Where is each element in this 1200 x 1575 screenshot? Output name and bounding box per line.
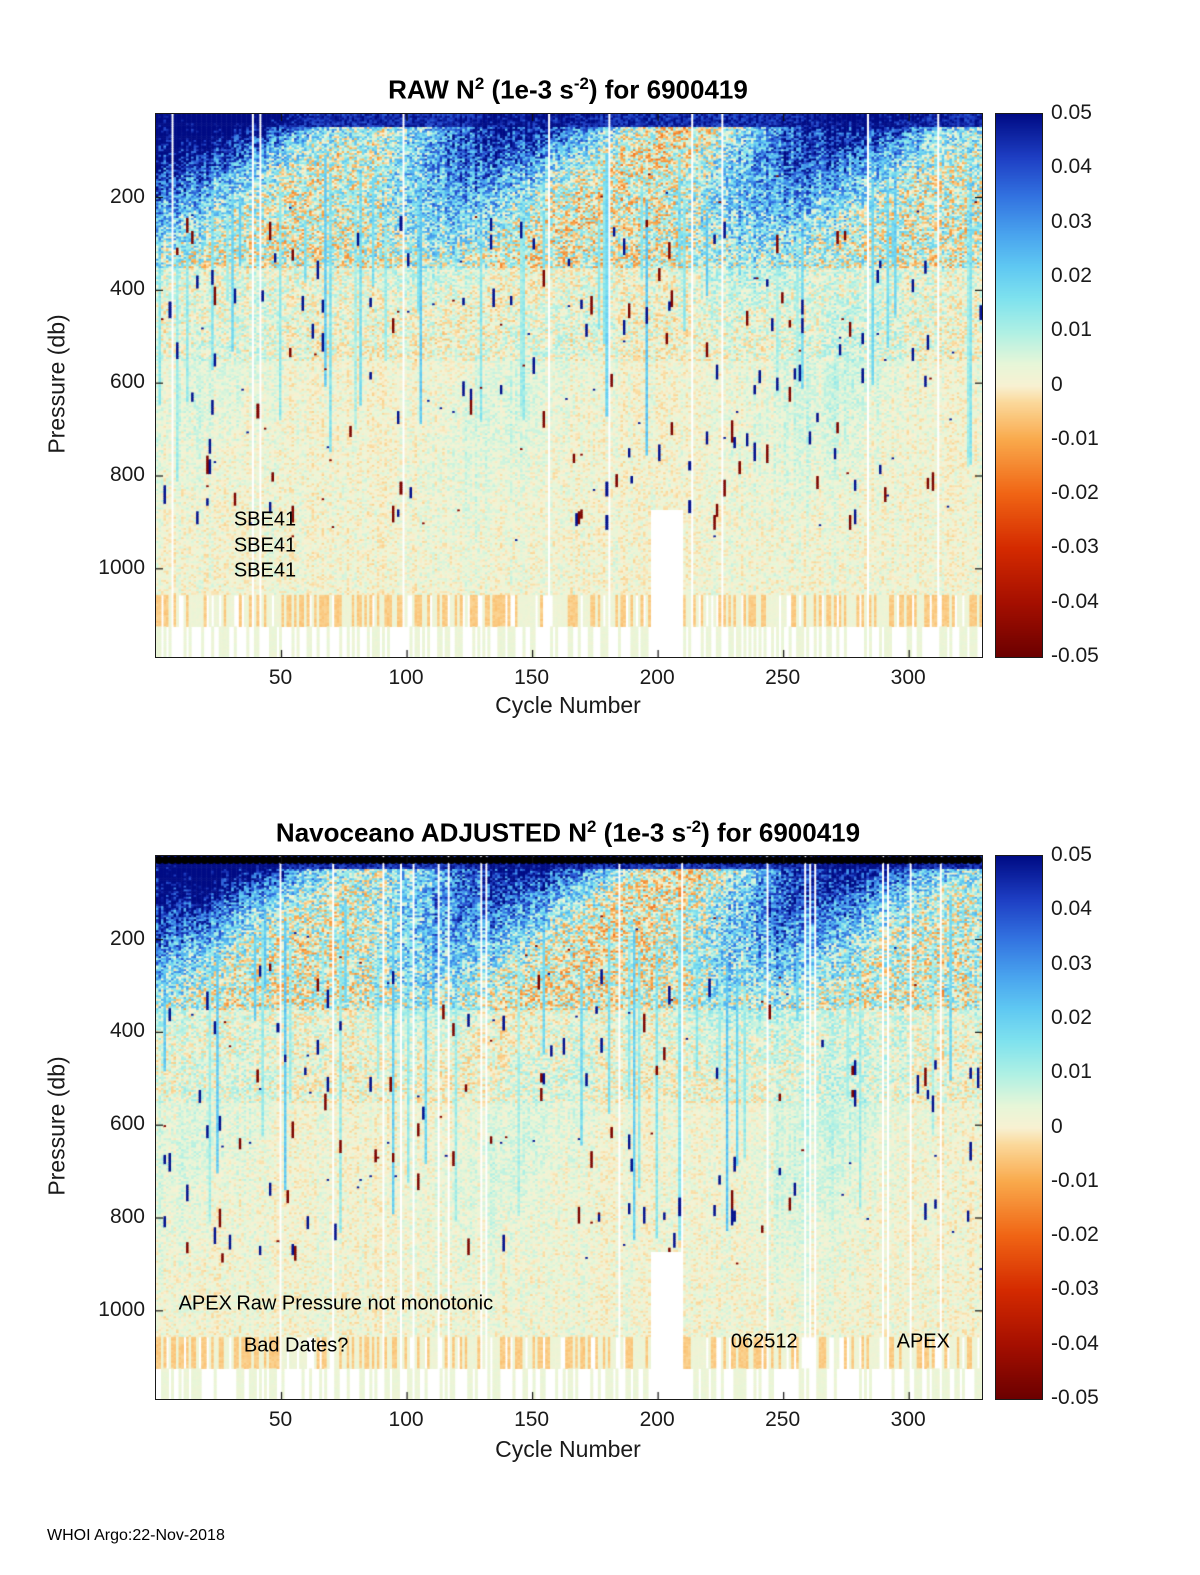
title-text: RAW N [388,74,475,105]
x-tick-label: 250 [765,666,801,689]
x-tick-label: 50 [268,666,293,689]
colorbar-tick-label: -0.03 [1051,1277,1099,1301]
plot-annotation: 062512 [730,1330,798,1353]
title-text: ) for 6900419 [701,817,861,848]
raw-plot-title: RAW N2 (1e-3 s-2) for 6900419 [155,74,981,106]
x-tick-label: 50 [268,1408,293,1431]
colorbar-tick-label: -0.05 [1051,1386,1099,1409]
x-tick-label: 300 [890,1408,926,1431]
title-superscript: 2 [587,817,597,836]
adjusted-x-axis-label: Cycle Number [495,1436,641,1462]
colorbar-tick-label: 0.04 [1051,897,1092,921]
adjusted-colorbar [995,855,1043,1400]
title-superscript: 2 [474,74,485,93]
y-tick-label: 1000 [98,555,145,579]
raw-heatmap-canvas [156,114,982,657]
x-tick-label: 100 [388,666,424,689]
y-tick-label: 400 [109,1019,145,1043]
title-text: (1e-3 s [484,74,574,105]
colorbar-tick-label: 0 [1051,1114,1063,1138]
title-text: ) for 6900419 [588,74,748,105]
title-text: Navoceano ADJUSTED N [275,817,588,848]
colorbar-tick-label: -0.04 [1051,1331,1099,1355]
colorbar-tick-label: 0.03 [1051,209,1092,233]
colorbar-tick-label: -0.04 [1051,589,1099,613]
colorbar-tick-label: -0.03 [1051,535,1099,559]
x-tick-label: 150 [514,666,550,689]
plot-annotation: APEX [896,1330,950,1353]
x-tick-label: 200 [639,1408,675,1431]
plot-annotation: APEX [178,1292,232,1315]
raw-x-axis-label: Cycle Number [495,692,641,718]
y-tick-label: 800 [109,463,145,486]
raw-heatmap-plot: SBE41 SBE41 SBE41 [155,113,983,658]
colorbar-tick-label: 0.05 [1051,843,1092,866]
colorbar-tick-label: -0.01 [1051,1168,1099,1192]
colorbar-tick-label: -0.01 [1051,426,1099,450]
adjusted-plot-annotations: APEX Raw Pressure not monotonic Bad Dates?… [156,856,982,1399]
title-superscript: -2 [573,74,589,93]
colorbar-tick-label: 0.01 [1051,318,1092,342]
adjusted-heatmap-canvas [156,856,982,1399]
x-tick-label: 300 [890,666,926,689]
x-tick-label: 200 [639,666,675,689]
colorbar-tick-label: 0.05 [1051,101,1092,124]
colorbar-tick-label: 0.04 [1051,155,1092,179]
plot-annotation: SBE41 [233,559,297,582]
plot-annotation: Bad Dates? [243,1334,349,1357]
y-tick-label: 600 [109,370,145,394]
provenance-footer: WHOI Argo:22-Nov-2018 [47,1527,225,1544]
plot-annotation: SBE41 [233,534,297,557]
raw-colorbar [995,113,1043,658]
colorbar-tick-label: 0.03 [1051,951,1092,975]
adjusted-heatmap-plot: APEX Raw Pressure not monotonic Bad Dates?… [155,855,983,1400]
y-tick-label: 1000 [98,1297,145,1321]
x-tick-label: 100 [388,1408,424,1431]
x-tick-label: 250 [765,1408,801,1431]
y-tick-label: 800 [109,1205,145,1228]
y-tick-label: 200 [109,926,145,950]
colorbar-tick-label: -0.05 [1051,644,1099,667]
title-superscript: -2 [686,817,702,836]
raw-plot-annotations: SBE41 SBE41 SBE41 [156,114,982,657]
colorbar-tick-label: -0.02 [1051,481,1099,505]
y-tick-label: 200 [109,184,145,208]
colorbar-tick-label: -0.02 [1051,1223,1099,1247]
adjusted-plot-title: Navoceano ADJUSTED N2 (1e-3 s-2) for 690… [155,817,981,849]
y-tick-label: 600 [109,1112,145,1136]
plot-annotation: SBE41 [233,508,297,531]
title-text: (1e-3 s [596,817,687,848]
colorbar-tick-label: 0.01 [1051,1060,1092,1084]
x-tick-label: 150 [514,1408,550,1431]
colorbar-tick-label: 0.02 [1051,1005,1092,1029]
plot-annotation: Raw Pressure not monotonic [236,1292,494,1315]
y-tick-label: 400 [109,277,145,301]
colorbar-tick-label: 0.02 [1051,263,1092,287]
colorbar-tick-label: 0 [1051,372,1063,396]
